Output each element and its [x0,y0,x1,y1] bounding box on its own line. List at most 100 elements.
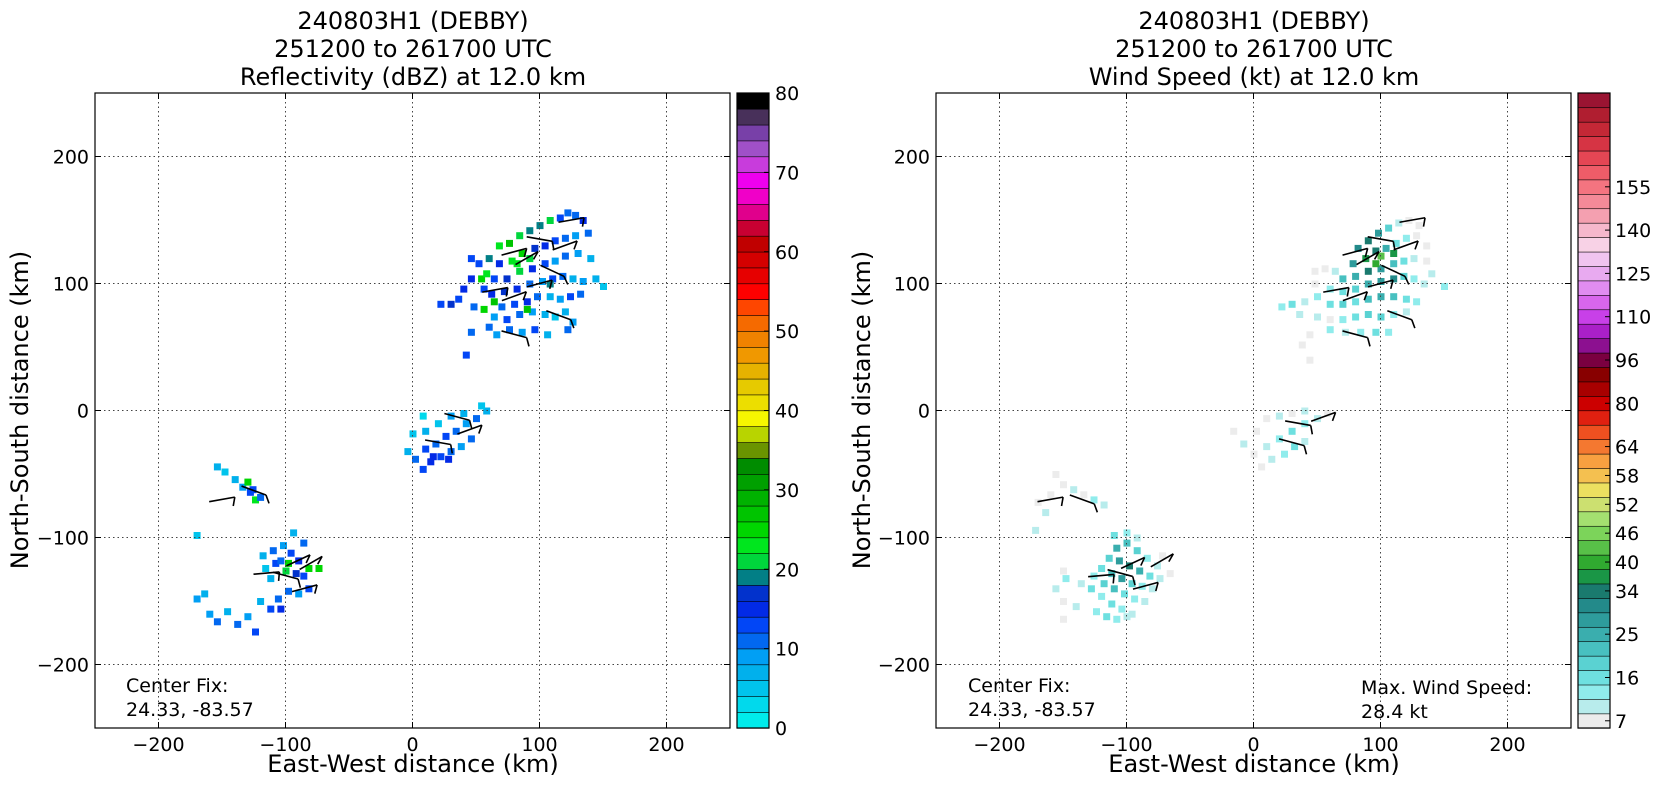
data-cell [1060,567,1067,575]
colorbar-tick-label: 34 [1615,581,1639,603]
data-cell [419,465,427,473]
data-cell [498,303,506,311]
wind-barb-flag [570,319,575,329]
data-cell [422,427,430,435]
colorbar-swatch [1577,294,1611,311]
x-tick-label: 200 [1489,734,1525,756]
data-cell [1314,313,1321,321]
colorbar-swatch [1577,684,1611,700]
reflectivity-axis-ticks: −200 −100 0 100 200 −200 −100 0 100 200 [37,93,730,756]
data-cell [467,275,475,283]
data-cell [483,270,491,278]
data-cell [1326,285,1334,293]
data-cell [280,542,287,550]
data-cell [1110,532,1118,539]
wind-barb-shaft [457,424,483,435]
data-cell [569,275,577,283]
colorbar-swatch [736,156,770,173]
wind-barb-flag [1060,497,1064,507]
wind-barb-flag [314,584,318,594]
data-cell [277,605,285,613]
data-cell [587,255,595,263]
data-cell [285,559,292,567]
reflectivity-wind-barbs [209,216,585,594]
data-cell [1258,463,1266,471]
colorbar-tick-label: 40 [775,401,799,423]
colorbar-swatch [736,521,770,539]
colorbar-tick-label: 16 [1615,667,1639,689]
data-cell [1339,316,1347,324]
max-wind-speed-value: 28.4 kt [1361,701,1428,723]
data-cell [455,295,463,303]
data-cell [1133,547,1141,555]
colorbar-swatch [1577,164,1611,181]
data-cell [561,252,569,260]
colorbar-tick-label: 58 [1615,465,1639,487]
data-cell [1301,438,1309,445]
data-cell [577,290,585,298]
wind-barb-shaft [540,264,565,278]
wind-barb-shaft [1387,310,1413,321]
data-cell [470,303,478,311]
data-cell [1263,415,1271,423]
wind-barb-flag [548,279,553,290]
colorbar-swatch [736,711,770,729]
data-cell [1402,308,1410,316]
data-cell [551,257,559,265]
data-cell [1126,562,1133,570]
data-cell [1352,298,1360,306]
data-cell [1113,615,1121,623]
data-cell [1364,295,1372,303]
data-cell [1131,595,1139,603]
colorbar-swatch [736,283,770,300]
colorbar-tick-label: 140 [1615,220,1651,242]
data-cell [1105,554,1113,562]
data-cell [447,448,455,456]
data-cell [1390,293,1398,301]
wind-data-field [1032,217,1448,623]
data-cell [1385,224,1393,232]
colorbar-swatch [736,203,770,221]
wind-barb-shaft [241,485,267,496]
data-cell [1098,592,1106,600]
data-cell [1288,427,1296,435]
data-cell [516,311,524,318]
y-tick-label: 100 [894,274,930,296]
data-cell [506,326,513,334]
data-cell [1410,255,1418,263]
wind-barb-flag [522,291,528,301]
colorbar-swatch [736,124,770,142]
data-cell [285,587,292,595]
x-tick-label: 100 [1362,734,1398,756]
data-cell [1372,260,1380,268]
wind-barb-shaft [209,496,235,503]
colorbar-tick-label: 52 [1615,494,1639,516]
data-cell [422,445,430,453]
data-cell [1032,526,1040,534]
data-cell [244,478,252,486]
wind-barb-flag [1422,217,1426,227]
colorbar-swatch [1577,136,1611,152]
data-cell [511,300,519,308]
colorbar-swatch [1577,511,1611,527]
data-cell [1352,272,1360,280]
data-cell [1128,580,1136,588]
data-cell [541,242,549,250]
data-cell [528,265,536,273]
data-cell [1375,229,1382,237]
wind-barb-flag [563,275,569,285]
colorbar-swatch [1577,237,1611,253]
wind-barb-shaft [1107,568,1133,578]
colorbar-swatch [1577,540,1611,556]
x-tick-label: −200 [132,734,184,756]
data-cell [531,244,539,252]
data-cell [480,305,488,313]
data-cell [234,620,242,628]
colorbar-swatch [1577,655,1611,671]
wind-barb-shaft [286,554,311,567]
data-cell [1047,491,1055,499]
data-cell [1115,557,1123,565]
data-cell [579,278,587,285]
data-cell [1306,331,1314,339]
